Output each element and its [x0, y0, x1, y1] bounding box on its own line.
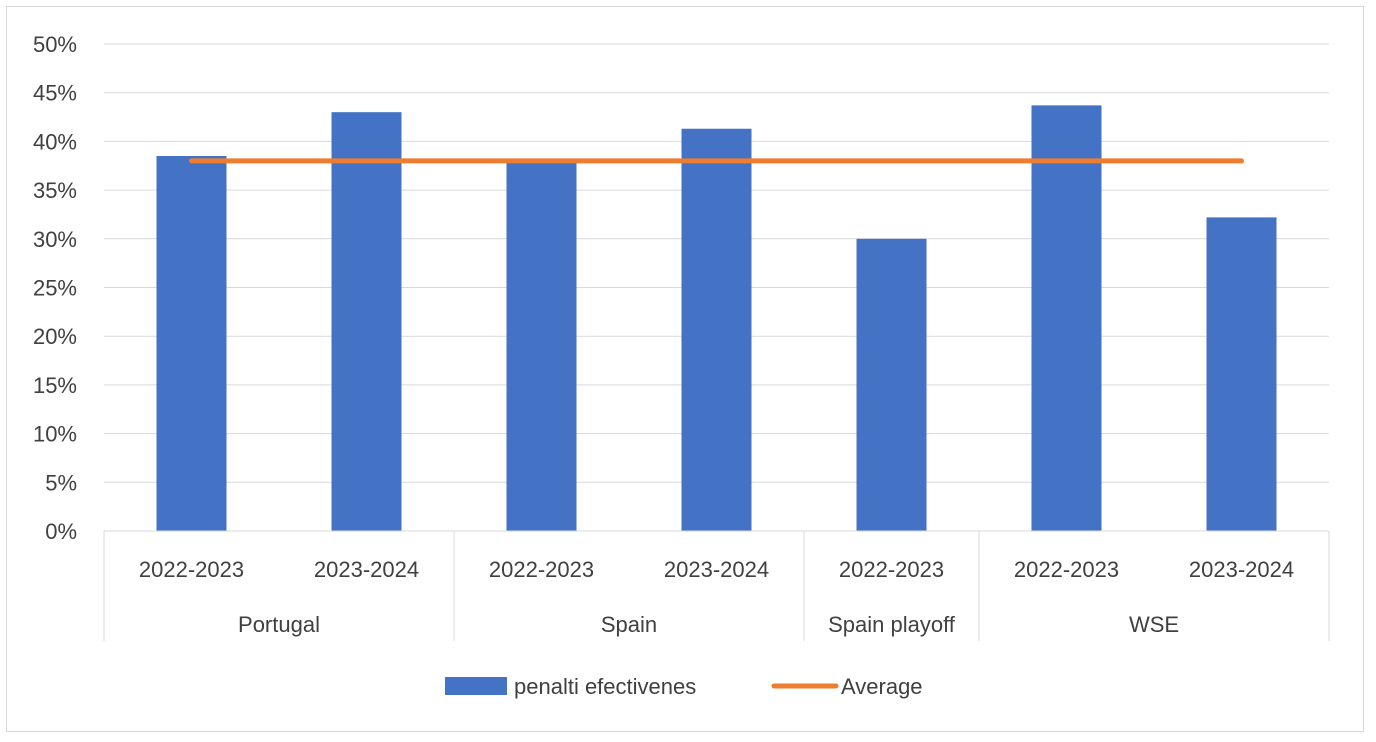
y-tick-label: 35% [33, 178, 77, 203]
bar-series [156, 105, 1277, 532]
bar [156, 156, 227, 531]
legend-swatch-bar [445, 677, 507, 695]
bar [331, 112, 402, 532]
x-axis: 2022-2023 2023-2024 2022-2023 2023-2024 2022… [103, 530, 1330, 641]
y-tick-label: 25% [33, 276, 77, 301]
legend-label-bar: penalti efectivenes [514, 674, 696, 699]
bar [856, 238, 927, 532]
x-tick-label: 2023-2024 [664, 557, 769, 582]
y-tick-label: 10% [33, 422, 77, 447]
y-tick-label: 0% [45, 519, 77, 544]
group-label: Spain playoff [828, 612, 956, 637]
legend: penalti efectivenes Average [445, 674, 923, 699]
y-tick-label: 20% [33, 324, 77, 349]
y-axis-tick-labels: 0% 5% 10% 15% 20% 25% 30% 35% 40% 45% 50% [33, 32, 77, 544]
bar [506, 160, 577, 531]
y-tick-label: 50% [33, 32, 77, 57]
bar [1206, 217, 1277, 531]
x-tick-label: 2022-2023 [489, 557, 594, 582]
x-tick-label: 2022-2023 [139, 557, 244, 582]
group-label: Portugal [238, 612, 320, 637]
group-label: Spain [601, 612, 657, 637]
chart: 0% 5% 10% 15% 20% 25% 30% 35% 40% 45% 50% 2022-202… [33, 32, 1330, 699]
bar [681, 128, 752, 531]
y-tick-label: 40% [33, 129, 77, 154]
x-tick-label: 2022-2023 [1014, 557, 1119, 582]
x-tick-label: 2022-2023 [839, 557, 944, 582]
group-label: WSE [1129, 612, 1179, 637]
legend-label-line: Average [841, 674, 923, 699]
bar [1031, 105, 1102, 531]
y-tick-label: 15% [33, 373, 77, 398]
y-tick-label: 5% [45, 470, 77, 495]
y-tick-label: 30% [33, 227, 77, 252]
x-tick-label: 2023-2024 [1189, 557, 1294, 582]
x-tick-label: 2023-2024 [314, 557, 419, 582]
chart-frame: 0% 5% 10% 15% 20% 25% 30% 35% 40% 45% 50% 2022-202… [6, 6, 1364, 732]
y-tick-label: 45% [33, 81, 77, 106]
